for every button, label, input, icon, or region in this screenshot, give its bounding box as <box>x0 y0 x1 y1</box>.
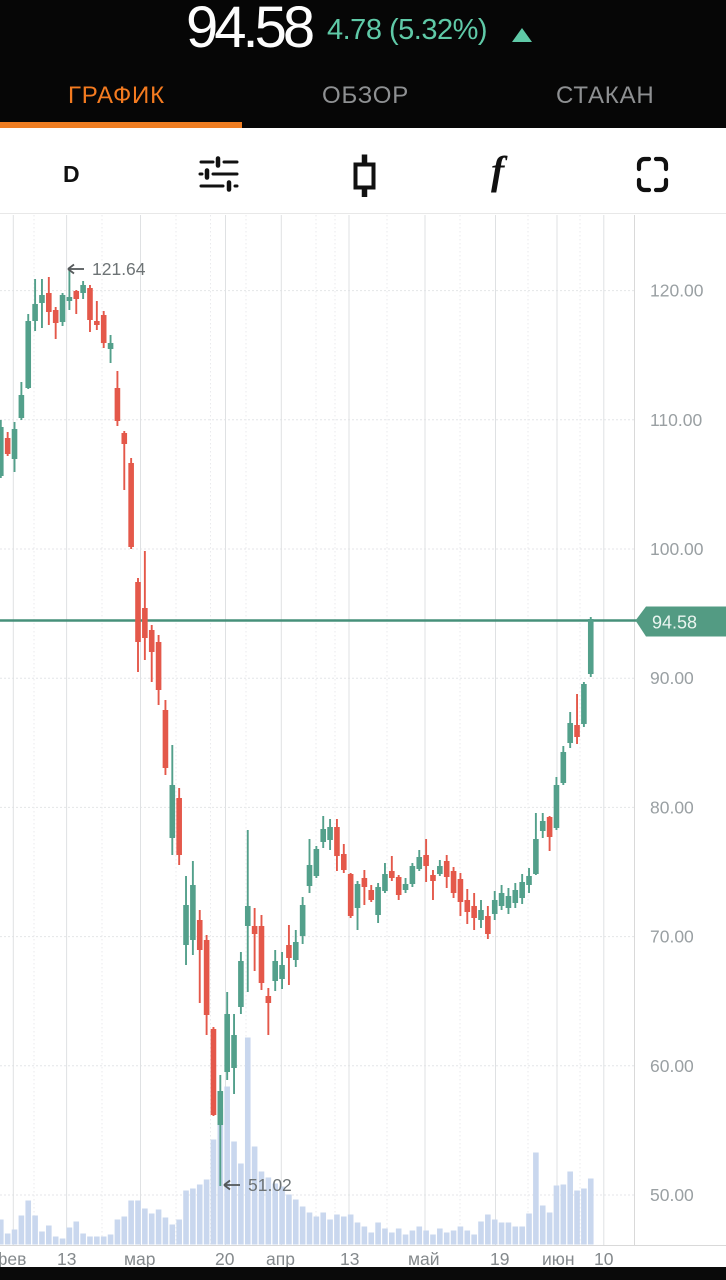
svg-text:80.00: 80.00 <box>650 797 694 817</box>
svg-text:121.64: 121.64 <box>92 259 146 279</box>
svg-text:70.00: 70.00 <box>650 927 694 947</box>
svg-text:120.00: 120.00 <box>650 281 704 301</box>
svg-text:60.00: 60.00 <box>650 1056 694 1076</box>
svg-text:51.02: 51.02 <box>248 1175 292 1195</box>
svg-text:90.00: 90.00 <box>650 668 694 688</box>
svg-text:110.00: 110.00 <box>650 410 702 430</box>
svg-text:94.58: 94.58 <box>652 613 697 633</box>
svg-text:50.00: 50.00 <box>650 1185 694 1205</box>
svg-text:100.00: 100.00 <box>650 539 704 559</box>
